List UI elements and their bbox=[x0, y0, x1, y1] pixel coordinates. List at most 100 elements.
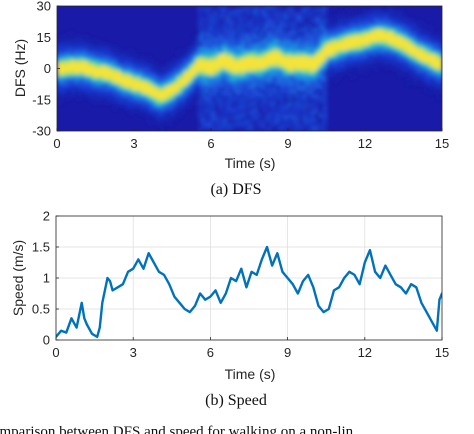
dfs-heatmap-cell bbox=[298, 45, 302, 49]
dfs-heatmap-cell bbox=[323, 93, 328, 97]
dfs-heatmap-cell bbox=[336, 64, 340, 68]
dfs-heatmap-cell bbox=[311, 45, 315, 49]
dfs-heatmap-cell bbox=[329, 56, 333, 59]
dfs-heatmap-cell bbox=[393, 41, 397, 45]
dfs-heatmap-cell bbox=[67, 85, 71, 88]
dfs-heatmap-cell bbox=[218, 122, 222, 126]
dfs-heatmap-cell bbox=[226, 95, 230, 99]
dfs-heatmap-cell bbox=[252, 87, 256, 90]
dfs-heatmap-cell bbox=[198, 112, 202, 115]
dfs-heatmap-cell bbox=[329, 37, 333, 40]
dfs-heatmap-cell bbox=[167, 76, 171, 80]
dfs-heatmap-cell bbox=[98, 72, 102, 76]
dfs-heatmap-cell bbox=[57, 91, 61, 95]
dfs-heatmap-cell bbox=[139, 58, 143, 61]
dfs-heatmap-cell bbox=[218, 64, 222, 68]
dfs-heatmap-cell bbox=[98, 76, 102, 80]
dfs-heatmap-cell bbox=[221, 72, 225, 76]
dfs-heatmap-cell bbox=[285, 103, 289, 107]
dfs-heatmap-cell bbox=[236, 89, 240, 93]
dfs-heatmap-cell bbox=[254, 6, 258, 9]
dfs-heatmap-cell bbox=[195, 91, 199, 95]
dfs-heatmap-cell bbox=[339, 70, 343, 74]
dfs-heatmap-cell bbox=[103, 56, 107, 59]
dfs-heatmap-cell bbox=[303, 28, 307, 32]
dfs-heatmap-cell bbox=[344, 31, 348, 34]
dfs-heatmap-cell bbox=[198, 49, 202, 53]
dfs-heatmap-cell bbox=[288, 8, 292, 11]
dfs-heatmap-cell bbox=[377, 56, 381, 59]
dfs-heatmap-cell bbox=[377, 6, 381, 9]
dfs-heatmap-cell bbox=[139, 70, 143, 74]
dfs-heatmap-cell bbox=[213, 103, 217, 107]
dfs-heatmap-cell bbox=[239, 116, 243, 120]
dfs-heatmap-cell bbox=[249, 35, 253, 38]
dfs-heatmap-cell bbox=[298, 33, 302, 36]
dfs-heatmap-cell bbox=[313, 58, 317, 61]
dfs-heatmap-cell bbox=[365, 14, 369, 18]
dfs-heatmap-cell bbox=[57, 74, 61, 78]
dfs-heatmap-cell bbox=[321, 83, 325, 86]
dfs-heatmap-cell bbox=[341, 68, 346, 72]
dfs-heatmap-cell bbox=[365, 53, 369, 57]
dfs-heatmap-cell bbox=[254, 60, 258, 63]
dfs-heatmap-cell bbox=[72, 43, 76, 47]
dfs-heatmap-cell bbox=[311, 122, 315, 126]
dfs-heatmap-cell bbox=[211, 37, 215, 40]
dfs-heatmap-cell bbox=[290, 60, 294, 63]
dfs-heatmap-cell bbox=[244, 41, 248, 45]
dfs-heatmap-cell bbox=[341, 49, 346, 53]
dfs-heatmap-cell bbox=[57, 51, 61, 55]
dfs-heatmap-cell bbox=[167, 68, 171, 72]
dfs-heatmap-cell bbox=[329, 45, 333, 49]
dfs-heatmap-cell bbox=[221, 43, 225, 47]
dfs-heatmap-cell bbox=[200, 81, 204, 84]
dfs-heatmap-cell bbox=[311, 39, 315, 43]
dfs-heatmap-cell bbox=[354, 10, 358, 13]
dfs-heatmap-cell bbox=[308, 95, 312, 99]
dfs-heatmap-cell bbox=[388, 47, 392, 51]
dfs-heatmap-cell bbox=[262, 41, 266, 45]
dfs-heatmap-cell bbox=[311, 91, 315, 95]
dfs-heatmap-cell bbox=[290, 76, 294, 80]
dfs-heatmap-cell bbox=[331, 64, 335, 68]
dfs-heatmap-cell bbox=[167, 87, 171, 90]
dfs-heatmap-cell bbox=[151, 101, 156, 105]
dfs-heatmap-cell bbox=[185, 101, 189, 105]
dfs-heatmap-cell bbox=[254, 85, 258, 88]
dfs-heatmap-cell bbox=[316, 20, 320, 24]
dfs-heatmap-cell bbox=[308, 128, 312, 131]
dfs-heatmap-cell bbox=[228, 37, 233, 40]
dfs-heatmap-cell bbox=[157, 83, 161, 86]
dfs-heatmap-cell bbox=[267, 103, 271, 107]
dfs-heatmap-cell bbox=[359, 49, 364, 53]
dfs-heatmap-cell bbox=[277, 33, 281, 36]
dfs-heatmap-cell bbox=[162, 103, 166, 107]
dfs-heatmap-cell bbox=[98, 49, 102, 53]
dfs-heatmap-cell bbox=[352, 41, 356, 45]
dfs-heatmap-cell bbox=[118, 99, 122, 103]
dfs-heatmap-cell bbox=[282, 122, 287, 126]
dfs-heatmap-cell bbox=[300, 68, 304, 72]
dfs-heatmap-cell bbox=[218, 108, 222, 111]
dfs-heatmap-cell bbox=[282, 74, 287, 78]
dfs-heatmap-cell bbox=[326, 43, 330, 47]
dfs-heatmap-cell bbox=[267, 85, 271, 88]
dfs-heatmap-cell bbox=[213, 28, 217, 32]
dfs-heatmap-cell bbox=[131, 103, 135, 107]
dfs-heatmap-cell bbox=[354, 18, 358, 22]
dfs-heatmap-cell bbox=[195, 81, 199, 84]
dfs-heatmap-cell bbox=[110, 97, 115, 101]
dfs-heatmap-cell bbox=[67, 87, 71, 90]
dfs-heatmap-cell bbox=[288, 89, 292, 93]
dfs-heatmap-cell bbox=[59, 68, 63, 72]
dfs-heatmap-cell bbox=[252, 47, 256, 51]
dfs-heatmap-cell bbox=[326, 62, 330, 65]
dfs-heatmap-cell bbox=[59, 53, 63, 57]
dfs-heatmap-cell bbox=[264, 93, 269, 97]
dfs-heatmap-cell bbox=[159, 91, 163, 95]
dfs-heatmap-cell bbox=[252, 12, 256, 15]
dfs-heatmap-cell bbox=[213, 14, 217, 18]
dfs-heatmap-cell bbox=[213, 51, 217, 55]
dfs-heatmap-cell bbox=[221, 76, 225, 80]
